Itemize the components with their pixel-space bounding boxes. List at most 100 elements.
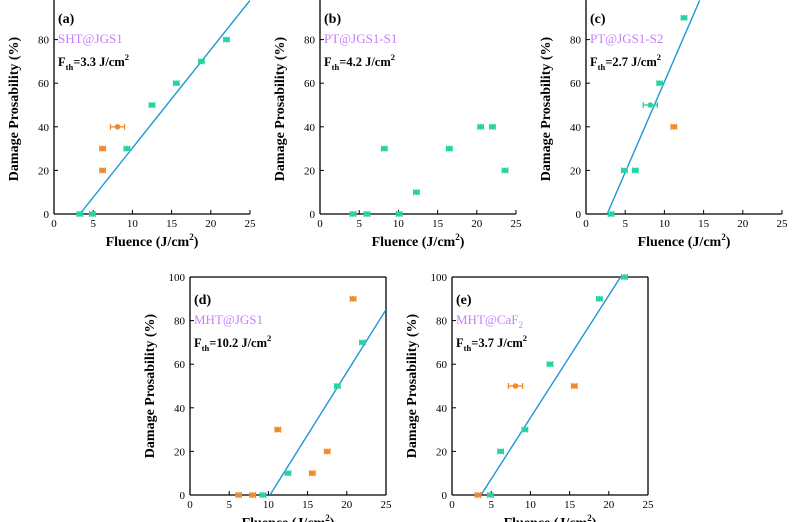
data-point-green [380,145,388,152]
data-point-green [489,123,496,130]
threshold-label: F [58,55,66,69]
marker [413,189,420,195]
marker [99,167,106,174]
threshold-label: F [194,336,202,350]
marker [114,124,121,130]
y-tick-label: 0 [180,490,186,502]
x-axis-label-text: Fluence (J/cm [504,516,588,522]
marker [260,492,266,498]
y-tick-label: 0 [44,209,50,221]
x-tick-label: 15 [698,218,710,230]
marker [446,145,453,152]
y-tick-label: 80 [570,35,582,47]
x-tick-label: 5 [226,499,232,511]
data-point-green [89,211,96,217]
data-point-green [172,80,180,87]
data-point-green [497,448,505,455]
y-tick-label: 20 [436,446,448,458]
y-tick-label: 60 [304,78,316,90]
x-tick-label: 25 [381,499,393,511]
x-tick-label: 15 [564,499,576,511]
data-point-green [395,211,403,217]
threshold-fluence: Fth=2.7 J/cm2 [590,52,661,72]
marker [512,383,519,389]
fit-line [480,277,622,495]
data-point-orange [235,492,243,498]
x-axis-label: Fluence (J/cm2) [504,513,597,522]
marker [77,211,83,217]
marker [487,492,494,498]
sample-name-text: MHT@CaF [456,312,519,327]
threshold-value: =3.7 J/cm [471,336,523,350]
x-tick-label: 25 [245,218,257,230]
x-tick-label: 15 [166,218,178,230]
threshold-sup: 2 [391,52,395,62]
data-point-orange [249,492,257,498]
x-axis-label-tail: ) [460,235,465,250]
x-tick-label: 0 [187,499,193,511]
x-tick-label: 10 [263,499,275,511]
data-point-green [284,470,292,477]
data-point-green [259,492,267,498]
data-point-green [631,167,639,174]
fit-line [269,309,386,495]
data-point-orange [474,492,482,498]
x-tick-label: 20 [471,218,483,230]
data-point-green [197,58,205,65]
x-tick-label: 20 [205,218,217,230]
y-tick-label: 40 [570,122,582,134]
x-tick-label: 10 [393,218,405,230]
marker [647,102,654,108]
y-tick-label: 100 [431,272,448,284]
data-point-green [595,295,603,302]
data-point-green [621,167,628,174]
data-point-orange [99,167,107,174]
sample-name: MHT@JGS1 [194,312,263,327]
y-tick-label: 20 [304,165,316,177]
y-tick-label: 80 [436,316,448,328]
x-tick-label: 5 [488,499,494,511]
marker [249,492,256,498]
data-point-orange [99,145,107,152]
x-tick-label: 20 [737,218,749,230]
marker [571,383,578,389]
marker [632,167,639,174]
marker [502,167,508,174]
marker [477,124,484,130]
data-point-green [487,492,494,498]
y-tick-label: 60 [174,359,186,371]
marker [364,211,370,217]
x-tick-label: 10 [525,499,537,511]
panel-label: (e) [456,293,472,308]
marker [350,296,356,302]
x-axis-label-sup: 2 [587,513,592,522]
marker [547,361,553,368]
x-tick-label: 5 [90,218,96,230]
chart-panel-5: 0510152025020406080100Fluence (J/cm2)Dam… [405,272,654,522]
data-point-green [607,211,615,217]
threshold-sub: th [464,343,472,353]
x-tick-label: 20 [603,499,615,511]
data-point-green [680,14,688,21]
data-point-orange [308,470,316,477]
x-tick-label: 5 [356,218,362,230]
marker [89,211,96,217]
data-point-green [223,36,230,43]
marker [621,274,628,280]
sample-name-text: PT@JGS1-S1 [324,31,397,46]
threshold-sup: 2 [657,52,661,62]
x-axis-label-text: Fluence (J/cm [372,235,456,250]
marker [596,296,603,302]
marker [475,492,481,498]
data-point-green [445,145,453,152]
data-point-green [413,189,420,196]
threshold-fluence: Fth=3.7 J/cm2 [456,333,527,353]
marker [497,448,504,455]
sample-name: PT@JGS1-S2 [590,31,663,46]
data-point-orange [109,123,126,130]
marker [681,14,687,21]
threshold-sub: th [66,62,74,72]
marker [198,58,205,65]
